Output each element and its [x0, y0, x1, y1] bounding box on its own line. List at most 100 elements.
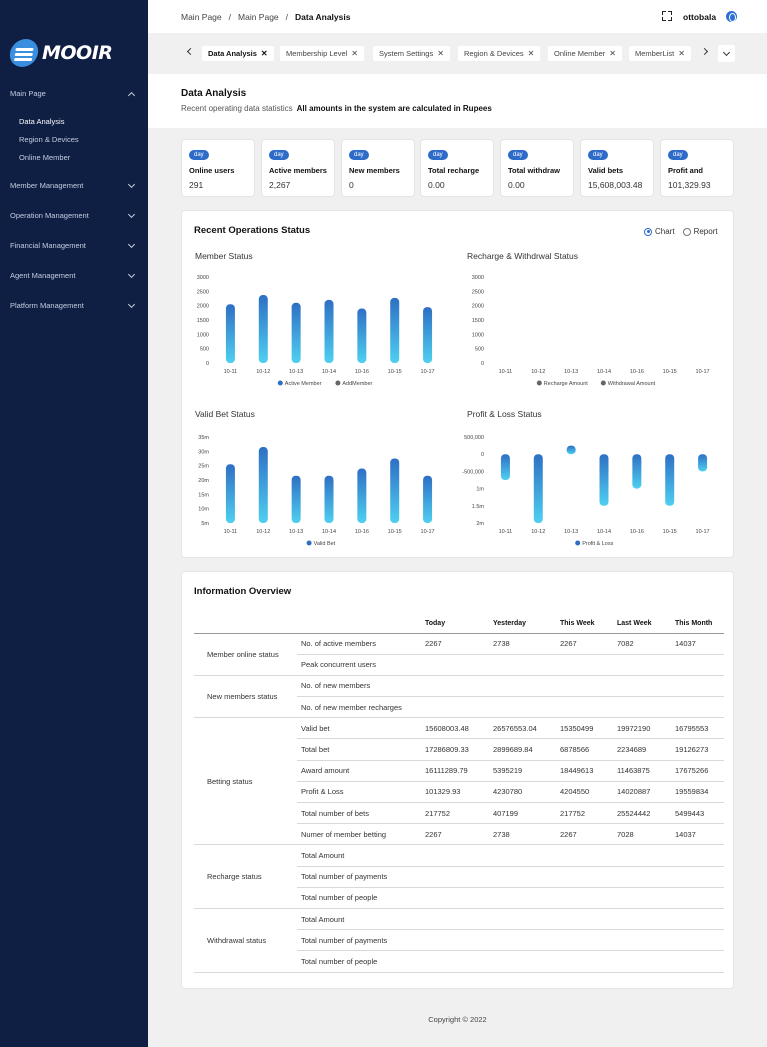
chart-bar — [698, 454, 708, 472]
close-icon[interactable]: ✕ — [437, 49, 444, 58]
period-badge: day — [668, 150, 688, 160]
x-tick-label: 10-14 — [597, 529, 611, 535]
x-tick-label: 10-17 — [696, 529, 710, 535]
radio-report-label[interactable]: Report — [693, 227, 718, 236]
table-cell — [556, 887, 613, 909]
y-tick-label: 3000 — [197, 275, 209, 281]
sidebar-item-region-devices[interactable]: Region & Devices — [19, 135, 79, 144]
y-tick-label: 5m — [201, 521, 209, 527]
sidebar-item-data-analysis[interactable]: Data Analysis — [19, 117, 65, 126]
chart-bar — [225, 464, 235, 523]
sidebar-item-online-member[interactable]: Online Member — [19, 153, 71, 162]
stat-value: 2,267 — [269, 180, 291, 190]
overview-title: Information Overview — [194, 586, 292, 597]
sidebar-group-operation-management[interactable]: Operation Management — [10, 210, 136, 220]
stat-label: Total withdraw — [508, 166, 560, 175]
close-icon[interactable]: ✕ — [527, 49, 535, 58]
tab-scroll-left-icon[interactable] — [186, 47, 195, 56]
stat-card-new-members[interactable]: day New members 0 — [341, 139, 415, 197]
period-badge: day — [508, 150, 528, 160]
tab-bar: Data Analysis ✕ Membership Level ✕ System … — [148, 36, 767, 70]
y-tick-label: 0 — [481, 361, 484, 367]
logo[interactable]: MOOIR — [8, 39, 113, 67]
stat-card-online-users[interactable]: day Online users 291 — [181, 139, 255, 197]
table-cell — [489, 950, 556, 973]
radio-report[interactable] — [682, 227, 691, 236]
close-icon[interactable]: ✕ — [260, 49, 268, 58]
tab-menu-dropdown[interactable] — [718, 45, 735, 62]
radio-chart[interactable] — [644, 227, 652, 236]
tab-memberlist[interactable]: MemberList ✕ — [629, 46, 691, 61]
x-tick-label: 10-17 — [421, 529, 435, 535]
table-cell — [489, 844, 556, 867]
tab-label: Online Member — [554, 49, 606, 58]
close-icon[interactable]: ✕ — [609, 49, 616, 58]
row-label: No. of new members — [297, 675, 421, 698]
stat-card-active-members[interactable]: day Active members 2,267 — [261, 139, 335, 197]
user-name[interactable]: ottobala — [683, 12, 717, 22]
table-cell — [671, 866, 724, 888]
table-cell — [556, 844, 613, 867]
table-row: Total number of payments — [194, 929, 724, 952]
table-header: Last Week — [617, 620, 652, 628]
row-group-label: Member online status — [194, 633, 297, 676]
tab-label: Data Analysis — [208, 49, 257, 58]
sidebar-group-label: Agent Management — [10, 271, 76, 280]
chart-bar — [500, 454, 510, 480]
operations-title: Recent Operations Status — [194, 225, 311, 236]
breadcrumb-item[interactable]: Main Page — [181, 12, 222, 22]
legend-label: Recharge Amount — [544, 381, 588, 387]
top-bar: Main Page / Main Page / Data Analysis ottoba… — [148, 0, 767, 33]
period-badge: day — [588, 150, 608, 160]
sidebar-group-platform-management[interactable]: Platform Management — [10, 300, 136, 310]
radio-chart-label[interactable]: Chart — [655, 227, 675, 236]
stat-value: 15,608,003.48 — [588, 180, 643, 190]
recharge-withdrawal-chart: 0 500 1000 1500 2000 2500 3000 10-11 10-12 10-13 1… — [472, 275, 710, 387]
x-tick-label: 10-13 — [289, 369, 303, 375]
table-cell — [613, 696, 671, 719]
tab-scroll-right-icon[interactable] — [700, 47, 709, 56]
breadcrumb-item[interactable]: Main Page — [238, 12, 279, 22]
stat-label: New members — [349, 166, 400, 175]
stat-card-valid-bets[interactable]: day Valid bets 15,608,003.48 — [580, 139, 654, 197]
x-tick-label: 10-13 — [289, 529, 303, 535]
x-tick-label: 10-17 — [421, 369, 435, 375]
table-cell: 16795553 — [671, 717, 724, 740]
sidebar-group-financial-management[interactable]: Financial Management — [10, 240, 136, 250]
legend-label: Profit & Loss — [582, 541, 613, 547]
table-cell: 2267 — [421, 633, 489, 655]
row-label: Total number of people — [297, 950, 421, 973]
table-header-row: Today Yesterday This Week Last Week This… — [194, 615, 724, 633]
tab-system-settings[interactable]: System Settings ✕ — [373, 46, 450, 61]
chart-bar — [291, 302, 301, 363]
row-group-label: Recharge status — [194, 844, 297, 909]
x-tick-label: 10-11 — [499, 369, 513, 375]
stat-card-total-withdraw[interactable]: day Total withdraw 0.00 — [500, 139, 574, 197]
tab-online-member[interactable]: Online Member ✕ — [548, 46, 622, 61]
stat-card-profit[interactable]: day Profit and 101,329.93 — [660, 139, 734, 197]
chart-bar — [291, 475, 301, 523]
chart-bar — [324, 475, 334, 523]
y-tick-label: 500 — [200, 347, 209, 353]
chart-bar — [225, 304, 235, 363]
sidebar-group-main-page[interactable]: Main Page — [10, 89, 136, 99]
tab-region-devices[interactable]: Region & Devices ✕ — [458, 46, 541, 61]
x-tick-label: 10-13 — [564, 369, 578, 375]
x-tick-label: 10-16 — [355, 529, 369, 535]
table-cell — [613, 950, 671, 973]
stat-card-total-recharge[interactable]: day Total recharge 0.00 — [420, 139, 494, 197]
table-cell: 25524442 — [613, 802, 671, 825]
tab-membership-level[interactable]: Membership Level ✕ — [280, 46, 364, 61]
y-tick-label: 2m — [476, 521, 484, 527]
legend-marker — [600, 380, 606, 386]
tab-data-analysis[interactable]: Data Analysis ✕ — [202, 46, 274, 61]
sidebar-group-agent-management[interactable]: Agent Management — [10, 270, 136, 280]
table-cell — [489, 696, 556, 719]
currency-note: All amounts in the system are calculated… — [296, 104, 492, 113]
close-icon[interactable]: ✕ — [351, 49, 358, 58]
globe-icon[interactable] — [726, 11, 737, 22]
fullscreen-icon[interactable] — [662, 11, 672, 21]
breadcrumb-separator: / — [285, 12, 289, 22]
close-icon[interactable]: ✕ — [678, 49, 685, 58]
sidebar-group-member-management[interactable]: Member Management — [10, 180, 136, 190]
